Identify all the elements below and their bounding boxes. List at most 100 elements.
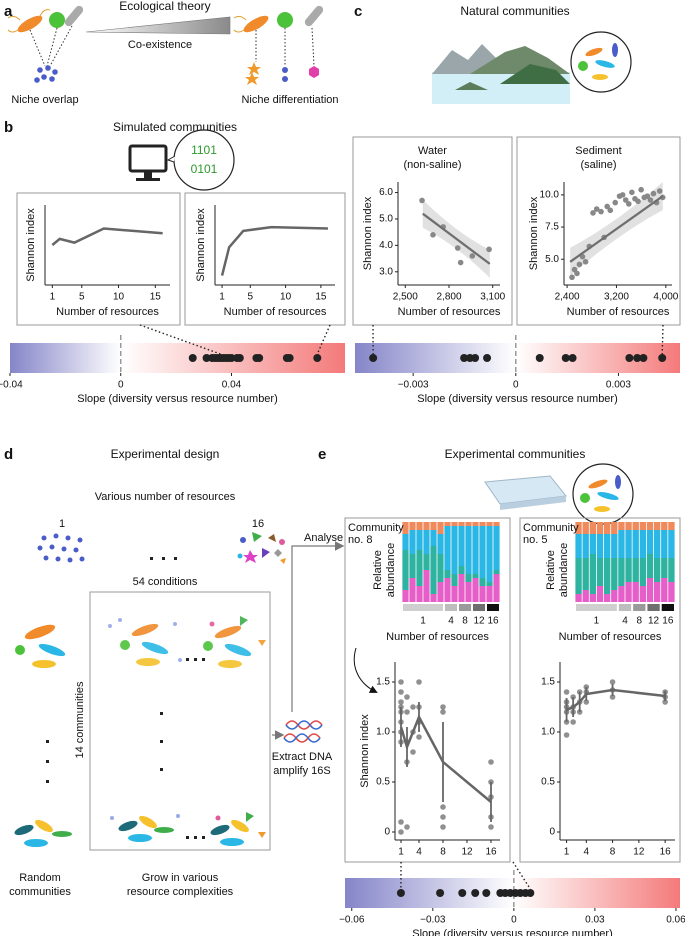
x-tick-label: 12 [461,847,473,858]
fit-line [422,212,491,265]
y-axis-label: Shannon index [359,714,371,788]
bar-segment [472,578,479,602]
slope-point [458,889,467,897]
bar-segment [646,578,654,602]
bacteria-left [7,5,84,83]
bar-segment [493,574,500,602]
slope-point [396,889,405,897]
bar-segment [402,590,409,602]
x-tick-label: 0.04 [222,380,242,391]
communities-label: 14 communities [74,681,86,759]
group-bar [661,604,674,611]
bar-segment [479,578,486,586]
subtitle: Various number of resources [95,491,236,503]
y-tick-label: 0 [549,827,555,838]
bar-segment [444,526,451,570]
x-tick-label: 4,000 [653,292,678,303]
slope-point [633,354,642,362]
data-point [440,704,446,710]
data-point [576,261,583,268]
bar-segment [653,530,661,558]
bar-segment [632,530,639,558]
data-point [582,259,589,265]
bar-segment [589,554,597,594]
bar-segment [486,522,493,526]
mean-line [566,688,666,712]
bar-segment [472,574,479,578]
slope-point [658,354,667,362]
bar-segment [639,586,647,602]
caption: Niche overlap [11,94,78,106]
data-point [662,699,668,705]
bar-segment [493,526,500,570]
x-tick-label: 2,400 [555,292,580,303]
slope-point [471,354,480,362]
y-axis-label: Relative [545,550,557,590]
data-point [469,253,476,259]
x-tick-label: 1 [420,616,426,627]
x-tick-label: 1 [398,847,404,858]
y-axis-label: Shannon index [195,208,207,282]
bar-segment [639,522,647,530]
bar-segment [582,590,589,602]
y-axis-label: Shannon index [362,196,374,270]
bar-segment [646,530,654,554]
bar-segment [596,534,604,558]
group-bar [459,604,471,611]
bar-segment [582,522,589,534]
plate-illustration [484,463,634,525]
bar-segment [625,522,632,530]
slope-point [285,354,294,362]
bar-segment [458,526,465,566]
bar-segment [465,582,472,602]
data-point [607,207,614,214]
slope-point [255,354,264,362]
bar-segment [668,530,675,558]
x-tick-label: 16 [662,616,674,627]
fit-line [569,195,664,263]
data-point [574,270,580,277]
data-point [416,679,422,685]
bar-segment [611,534,618,558]
data-point [612,199,619,206]
slope-point [483,354,492,362]
x-tick-label: 5 [79,292,85,303]
data-point [440,824,446,830]
x-tick-label: 12 [633,847,645,858]
slope-point [639,354,648,362]
binary-code: 0101 [191,162,218,176]
computer-icon [128,129,235,191]
bar-segment [589,594,597,602]
bar-segment [596,586,604,602]
data-point [404,824,410,830]
bar-segment [639,530,647,558]
bar-segment [661,578,668,602]
bar-segment [458,574,465,602]
slope-point [235,354,244,362]
dna-icon [283,720,323,743]
chart-box [519,517,681,863]
data-point [609,694,616,700]
chart-title: Sediment [575,145,621,157]
bar-segment [639,558,647,586]
x-tick-label: 1 [564,847,570,858]
x-tick-label: 4 [622,616,628,627]
bar-segment [423,522,430,530]
x-tick-label: 0.03 [585,915,605,926]
bar-segment [437,582,444,602]
group-bar [647,604,660,611]
group-bar [633,604,646,611]
bar-segment [465,522,472,526]
data-point [619,192,626,198]
slope-point [436,889,445,897]
x-axis-label: Number of resources [398,306,501,318]
bar-segment [409,530,416,554]
data-point [626,201,632,207]
bar-segment [596,558,604,586]
bar-segment [632,522,639,530]
bar-segment [618,558,625,586]
slope-point [313,354,322,362]
x-tick-label: 4 [448,616,454,627]
slope-point [482,889,491,897]
